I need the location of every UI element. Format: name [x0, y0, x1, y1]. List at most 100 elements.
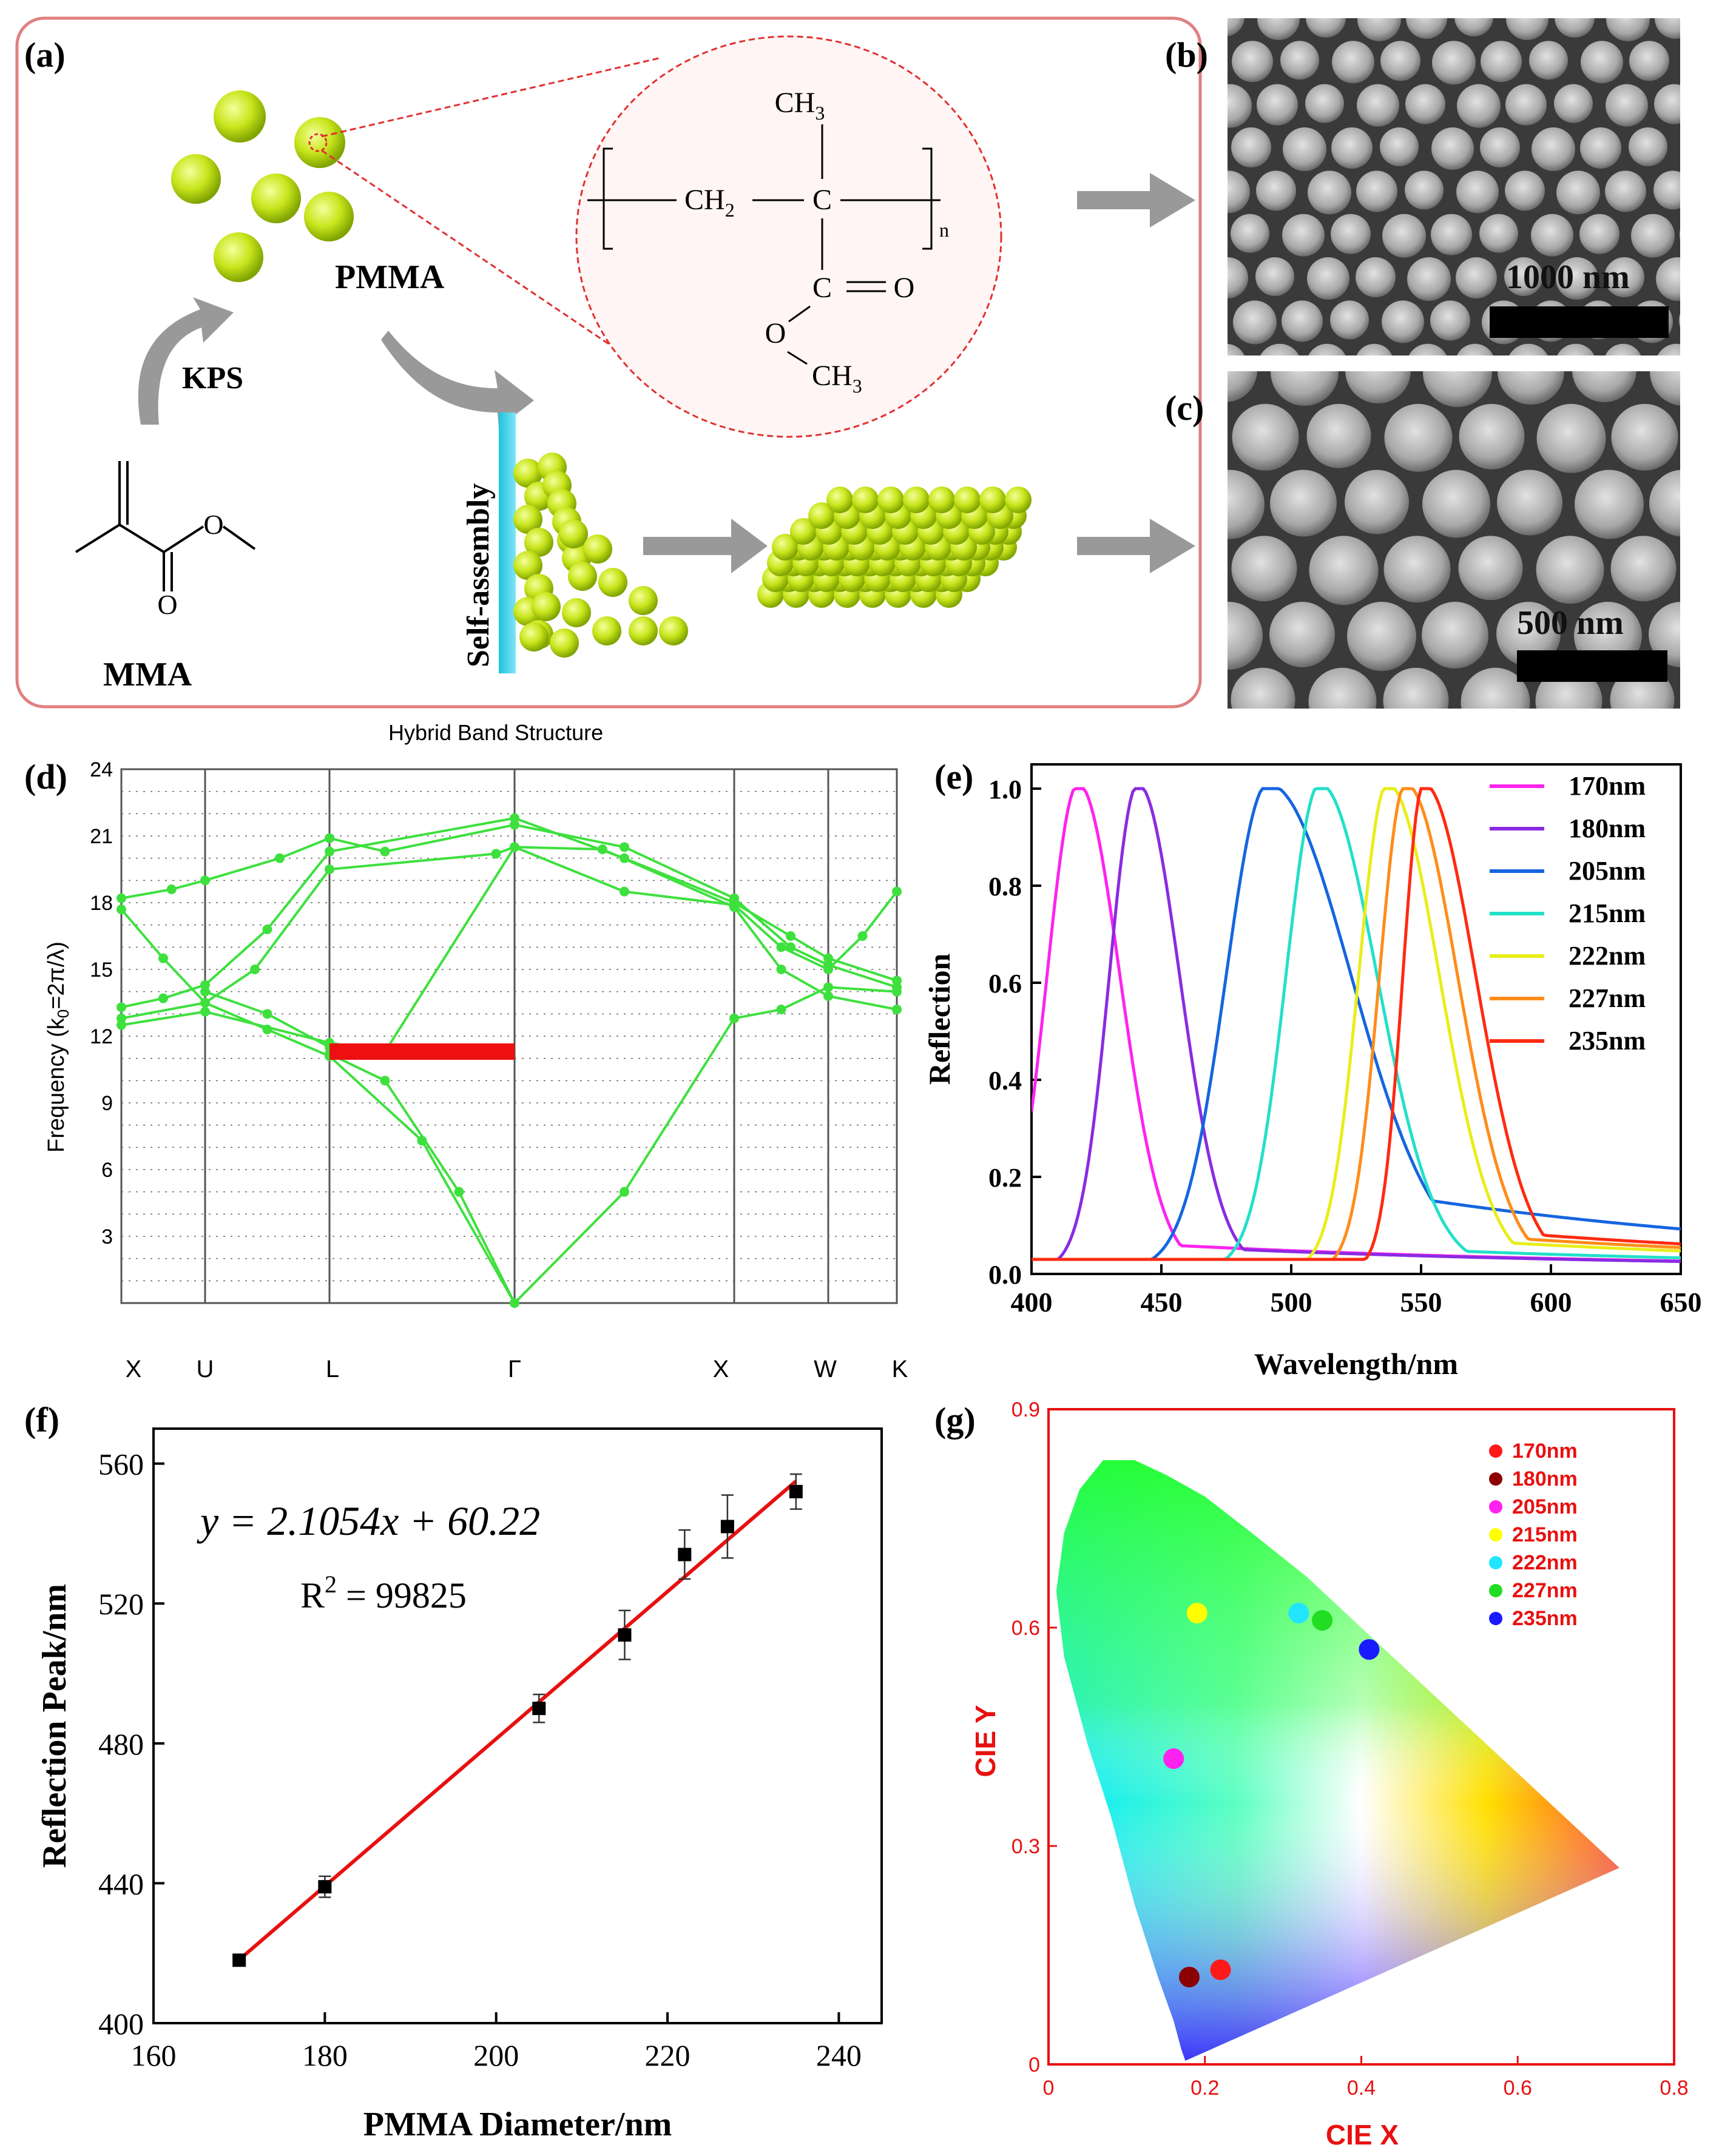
sem-particle [1681, 41, 1719, 84]
band-point [786, 931, 795, 941]
assembly-sphere [519, 622, 549, 652]
sem-particle [1555, 18, 1595, 38]
reflection-y-label: Reflection [922, 954, 956, 1085]
sem-particle [1431, 127, 1474, 170]
band-point [275, 853, 285, 863]
sem-particle [1154, 0, 1189, 33]
band-point [117, 893, 126, 903]
peak-y-tick-label: 560 [98, 1447, 144, 1481]
panel-a: (a) PMMA CH3 C CH2 n [15, 16, 1202, 709]
reflection-y-tick-label: 0.4 [988, 1066, 1022, 1096]
sem-particle [1182, 214, 1223, 255]
cie-legend-label: 235nm [1512, 1607, 1578, 1630]
band-point [200, 875, 210, 886]
sem-particle [1422, 602, 1488, 669]
band-point [117, 905, 126, 914]
cie-legend-swatch [1489, 1556, 1502, 1569]
cie-point-222nm [1288, 1603, 1309, 1623]
formula-c-center: C [812, 184, 832, 216]
peak-axes: 160 180 200 220 240 400 440 480 520 560 [98, 1447, 862, 2072]
cie-x-tick-label: 0.4 [1347, 2077, 1376, 2100]
cie-legend-label: 170nm [1512, 1440, 1578, 1463]
legend-label: 222nm [1569, 941, 1646, 971]
sem-particle [1228, 18, 1245, 36]
peak-point [678, 1548, 692, 1561]
sem-particle [1505, 84, 1547, 126]
sem-particle [1269, 602, 1335, 667]
sem-particle [1687, 272, 1719, 337]
peak-x-tick-label: 220 [645, 2038, 691, 2072]
peak-y-label: Reflection Peak/nm [36, 1584, 73, 1868]
sem-particle [1650, 371, 1680, 406]
sem-particle [1332, 41, 1374, 84]
band-lines [117, 813, 902, 1308]
band-point [892, 986, 902, 997]
mma-o-carbonyl: O [157, 589, 177, 620]
band-point [510, 813, 519, 823]
sem-particle [1610, 536, 1677, 602]
band-point [380, 1076, 390, 1086]
assembly-sphere [592, 616, 621, 645]
sem-particle [1356, 257, 1396, 298]
self-assembly-arrow [381, 331, 534, 428]
sem-particle [1629, 41, 1669, 81]
band-point [892, 1005, 902, 1014]
peak-point [532, 1702, 546, 1716]
band-point [200, 980, 210, 990]
sem-particle [1459, 403, 1525, 470]
sem-particle [1233, 300, 1277, 345]
reflection-x-tick-label: 600 [1530, 1287, 1572, 1318]
sem-particle [1579, 214, 1619, 254]
band-point [597, 844, 607, 854]
band-k-label: K [892, 1356, 908, 1383]
fit-r2: R2 = 99825 [300, 1571, 467, 1615]
band-point [454, 1187, 464, 1197]
sem-particle [1431, 214, 1472, 255]
cie-x-tick-label: 0.6 [1504, 2077, 1532, 2100]
peak-y-tick-label: 520 [98, 1587, 144, 1621]
assembly-sphere [629, 586, 658, 615]
peak-y-tick-label: 480 [98, 1727, 144, 1761]
panel-f: (f) 160 180 200 220 240 400 440 480 520 560 y = 2… [24, 1400, 883, 2143]
peak-point [232, 1953, 246, 1967]
band-point [729, 1013, 739, 1023]
sem-particle [1457, 84, 1501, 128]
band-y-tick: 6 [101, 1159, 113, 1182]
assembled-spheres [513, 453, 688, 658]
sem-particle [1605, 343, 1641, 355]
sem-particle [1686, 404, 1719, 468]
sem-particle [1228, 84, 1252, 128]
peak-point [618, 1628, 632, 1642]
band-k-label: U [197, 1356, 214, 1383]
band-point [620, 842, 629, 852]
peak-y-tick-label: 400 [98, 2007, 144, 2041]
zoom-line-bottom [321, 149, 650, 372]
cie-point-235nm [1359, 1639, 1380, 1660]
peak-x-tick-label: 180 [302, 2038, 348, 2072]
reflection-y-tick-label: 1.0 [988, 775, 1022, 804]
band-point [325, 864, 334, 874]
sem-particle [1308, 667, 1377, 709]
band-curve [121, 823, 897, 989]
legend-label: 227nm [1569, 983, 1646, 1013]
legend-label: 170nm [1569, 771, 1646, 801]
sem-particle [1509, 343, 1548, 355]
reflection-legend: 170nm 180nm 205nm 215nm 222nm 227nm 235nm [1490, 771, 1646, 1056]
assembly-sphere [513, 505, 542, 534]
sem-particle [1456, 343, 1494, 355]
sem-particle [1689, 536, 1719, 605]
cie-legend-swatch [1489, 1584, 1502, 1597]
sem-particle [1383, 536, 1451, 603]
sem-particle [1357, 18, 1401, 41]
band-point [158, 993, 168, 1003]
reflection-y-tick-label: 0.0 [988, 1260, 1022, 1290]
assembly-sphere [559, 519, 588, 548]
sem-particle [1498, 371, 1564, 405]
sem-particle [1653, 170, 1680, 210]
panel-e: (e) 400 450 500 550 600 650 0.0 0.2 0.4 0.6 0.8 1.0… [922, 757, 1702, 1381]
sem-particle [1406, 18, 1447, 39]
sem-particle [1479, 214, 1518, 253]
band-point [729, 902, 739, 912]
sem-particle [1604, 257, 1644, 298]
sem-particle [1155, 272, 1220, 336]
